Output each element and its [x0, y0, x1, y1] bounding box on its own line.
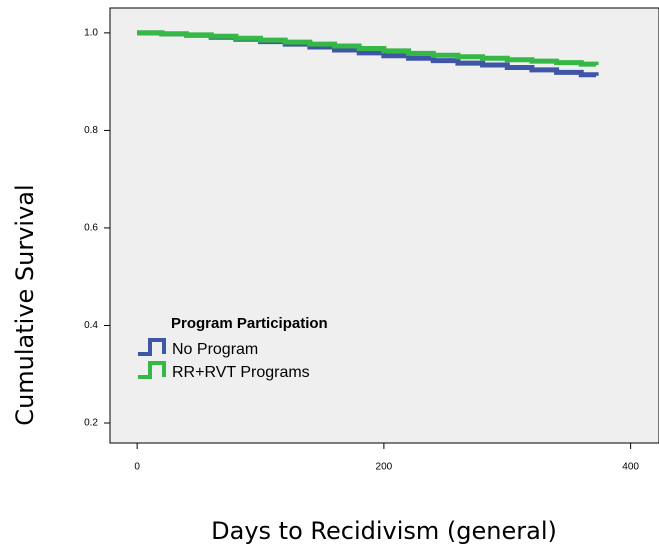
legend-label: No Program — [172, 341, 258, 358]
survival-line — [137, 30, 599, 67]
y-axis-title: Cumulative Survival — [11, 184, 39, 425]
y-tick-label: 0.4 — [84, 320, 98, 331]
y-tick-label: 0.2 — [84, 418, 98, 429]
x-tick-label: 400 — [622, 462, 639, 473]
plot-area — [109, 7, 659, 444]
legend-swatch — [138, 338, 166, 356]
legend-swatch — [138, 361, 166, 379]
x-tick-label: 0 — [134, 462, 140, 473]
x-axis-title: Days to Recidivism (general) — [211, 517, 557, 545]
legend-title: Program Participation — [171, 315, 328, 332]
legend-label: RR+RVT Programs — [172, 364, 310, 381]
y-tick-label: 0.6 — [84, 223, 98, 234]
y-tick-label: 1.0 — [84, 28, 98, 39]
x-tick-label: 200 — [376, 462, 393, 473]
y-tick-label: 0.8 — [84, 125, 98, 136]
